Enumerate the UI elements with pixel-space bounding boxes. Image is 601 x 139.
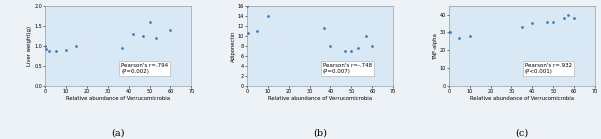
Point: [263, 14, 273, 17]
Y-axis label: Adiponectin: Adiponectin: [231, 30, 236, 62]
Point: [542, 21, 552, 23]
Point: [465, 35, 474, 37]
Point: [242, 4, 252, 7]
Point: [367, 45, 377, 47]
Point: [243, 32, 253, 34]
Point: [138, 35, 148, 37]
Point: [517, 26, 526, 28]
Point: [548, 21, 558, 23]
Point: [50, 50, 60, 52]
Point: [444, 31, 454, 33]
Point: [41, 48, 51, 50]
Y-axis label: Liver weight(g): Liver weight(g): [28, 26, 32, 66]
Y-axis label: TNF-alpha: TNF-alpha: [433, 33, 438, 59]
Point: [563, 13, 573, 16]
Point: [61, 49, 71, 51]
Point: [72, 45, 81, 47]
Text: (b): (b): [313, 128, 327, 137]
Text: (a): (a): [111, 128, 125, 137]
Point: [347, 50, 356, 52]
X-axis label: Relative abundance of Verrucomicrobia: Relative abundance of Verrucomicrobia: [66, 96, 170, 101]
Point: [353, 47, 362, 49]
Point: [166, 29, 175, 31]
Text: Pearson's r=.794
(P=0.002): Pearson's r=.794 (P=0.002): [121, 63, 168, 74]
Text: Pearson's r=.932
(P<0.001): Pearson's r=.932 (P<0.001): [525, 63, 572, 74]
Text: Pearson's r=-.748
(P=0.007): Pearson's r=-.748 (P=0.007): [323, 63, 372, 74]
X-axis label: Relative abundance of Verrucomicrobia: Relative abundance of Verrucomicrobia: [268, 96, 372, 101]
Point: [118, 47, 127, 49]
Point: [319, 27, 329, 29]
Point: [44, 50, 54, 52]
Point: [569, 17, 579, 19]
Point: [528, 22, 537, 25]
Point: [252, 30, 262, 32]
X-axis label: Relative abundance of Verrucomicrobia: Relative abundance of Verrucomicrobia: [470, 96, 574, 101]
Point: [40, 45, 50, 47]
Point: [454, 37, 464, 39]
Point: [445, 31, 454, 33]
Text: (c): (c): [515, 128, 528, 137]
Point: [151, 37, 160, 39]
Point: [340, 50, 350, 52]
Point: [128, 33, 138, 35]
Point: [361, 35, 371, 37]
Point: [145, 21, 154, 23]
Point: [559, 17, 569, 19]
Point: [326, 45, 335, 47]
